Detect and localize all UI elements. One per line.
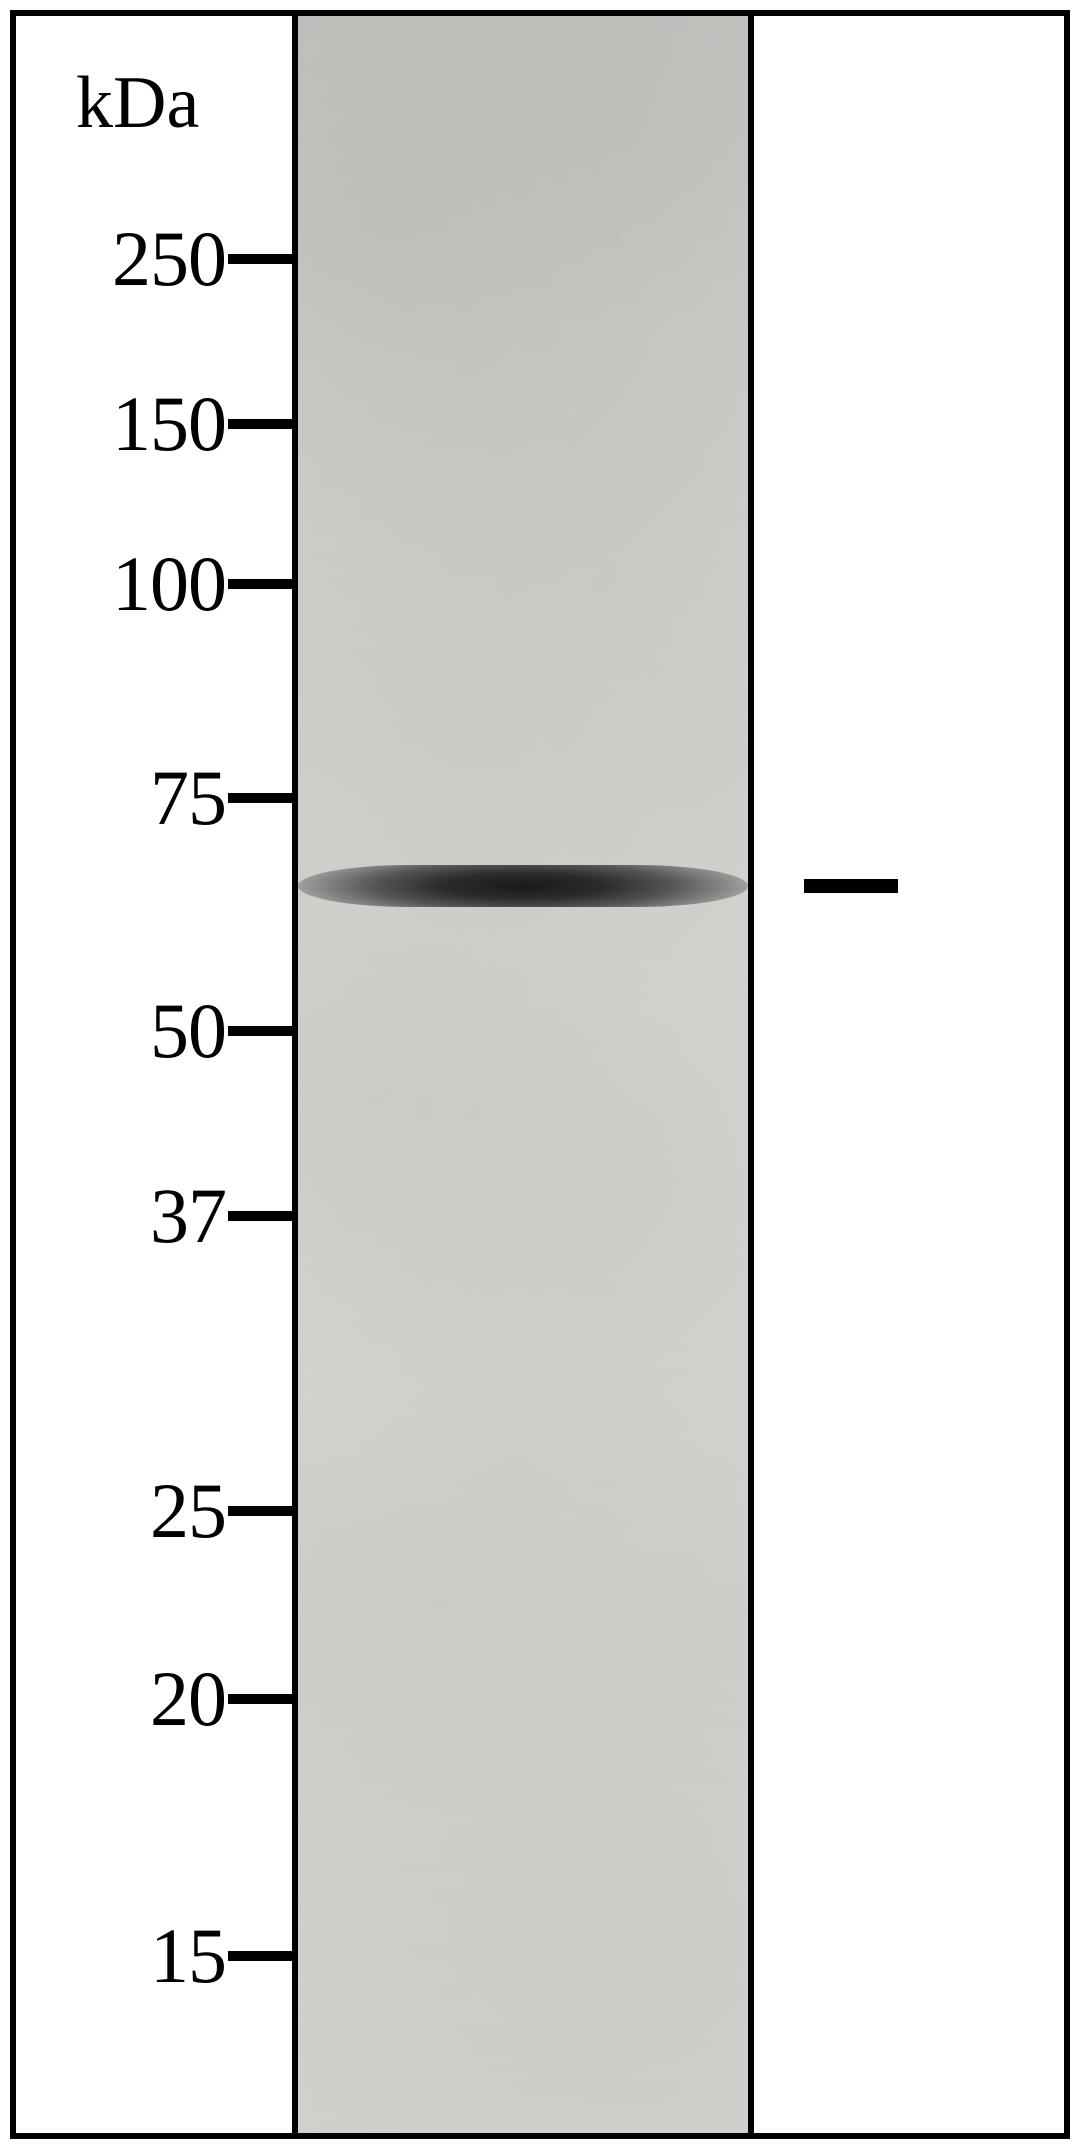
ladder-tick	[228, 1694, 292, 1704]
ladder-mark-150: 150	[112, 379, 292, 469]
ladder-label: 100	[112, 539, 228, 629]
western-blot-figure: kDa 250 150 100 75 50 37 25	[10, 10, 1070, 2139]
ladder-label: 25	[150, 1466, 228, 1556]
lane-panel	[292, 16, 754, 2133]
target-marker-panel	[754, 16, 1076, 2133]
unit-label: kDa	[76, 61, 199, 146]
ladder-label: 20	[150, 1654, 228, 1744]
ladder-tick	[228, 579, 292, 589]
primary-band	[298, 865, 748, 907]
ladder-tick	[228, 419, 292, 429]
ladder-mark-15: 15	[150, 1911, 292, 2001]
ladder-tick	[228, 1951, 292, 1961]
ladder-mark-25: 25	[150, 1466, 292, 1556]
ladder-tick	[228, 254, 292, 264]
ladder-label: 15	[150, 1911, 228, 2001]
ladder-label: 37	[150, 1171, 228, 1261]
ladder-tick	[228, 1211, 292, 1221]
ladder-label: 250	[112, 214, 228, 304]
ladder-mark-37: 37	[150, 1171, 292, 1261]
ladder-label: 75	[150, 753, 228, 843]
target-marker-tick	[804, 879, 898, 893]
ladder-tick	[228, 1506, 292, 1516]
lane-background-noise	[298, 16, 748, 2133]
ladder-mark-75: 75	[150, 753, 292, 843]
ladder-tick	[228, 793, 292, 803]
ladder-tick	[228, 1026, 292, 1036]
ladder-label: 50	[150, 986, 228, 1076]
ladder-mark-250: 250	[112, 214, 292, 304]
ladder-mark-20: 20	[150, 1654, 292, 1744]
ladder-label: 150	[112, 379, 228, 469]
ladder-mark-100: 100	[112, 539, 292, 629]
ladder-mark-50: 50	[150, 986, 292, 1076]
ladder-panel: kDa 250 150 100 75 50 37 25	[16, 16, 292, 2133]
